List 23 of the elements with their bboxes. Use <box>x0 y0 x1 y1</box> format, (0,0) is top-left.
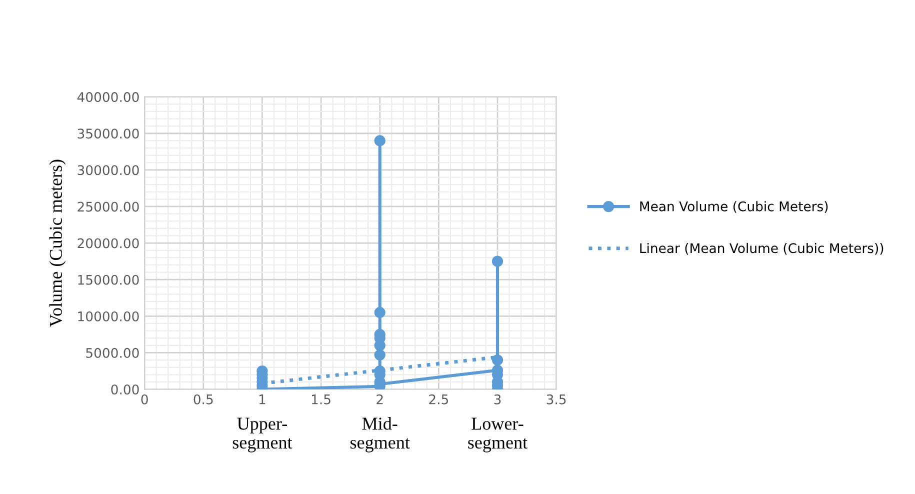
x-tick-label: 3 <box>494 394 501 404</box>
x-tick-label: 2 <box>376 394 383 404</box>
y-tick-label: 25000.00 <box>78 202 139 212</box>
y-tick-label: 40000.00 <box>77 92 139 102</box>
legend-label: Mean Volume (Cubic Meters) <box>640 201 828 213</box>
x-tick-label: 0 <box>141 394 148 404</box>
y-tick-label: 5000.00 <box>86 348 139 358</box>
y-tick-label: 30000.00 <box>78 165 139 176</box>
text: Mid- segment <box>350 417 410 452</box>
y-tick-label: 20000.00 <box>78 238 139 248</box>
y-tick-label: 15000.00 <box>78 274 139 285</box>
legend-label: Linear (Mean Volume (Cubic Meters)) <box>640 242 884 255</box>
y-axis-title: Volume (Cubic meters) <box>49 160 66 327</box>
x-tick-label: 3.5 <box>546 394 566 404</box>
y-tick-label: 35000.00 <box>78 128 139 139</box>
x-tick-label: 0.5 <box>194 394 213 404</box>
text: Upper- segment <box>232 418 292 452</box>
x-tick-label: 1.5 <box>312 394 330 404</box>
x-tick-label: 2.5 <box>429 394 448 404</box>
y-tick-label: 10000.00 <box>78 311 139 322</box>
x-tick-label: 1 <box>259 394 266 404</box>
text: Lower- segment <box>468 418 528 452</box>
y-tick-label: 0.00 <box>111 384 139 394</box>
